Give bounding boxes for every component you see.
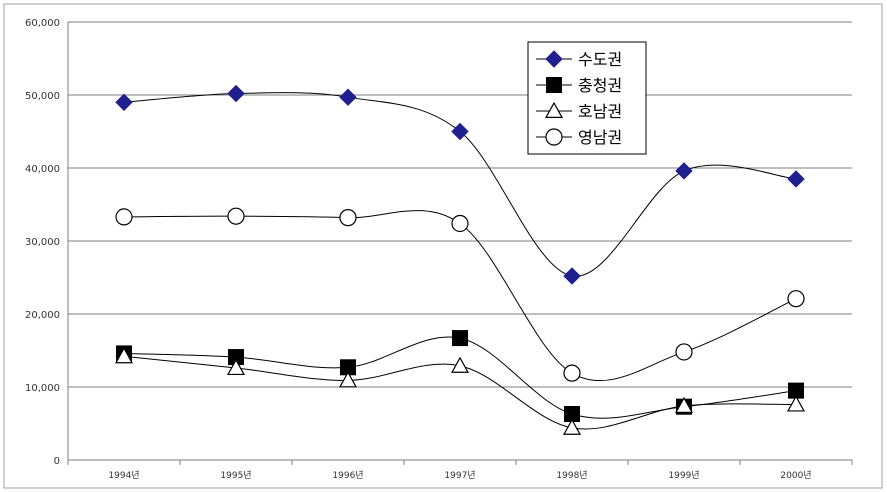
data-point-series-1: [227, 84, 245, 103]
data-point-series-2: [452, 330, 468, 347]
data-point-series-3: [674, 396, 694, 413]
legend-label: 호남권: [578, 102, 622, 121]
data-point-series-4: [227, 207, 245, 225]
data-point-series-1: [115, 93, 133, 112]
data-point-series-4: [563, 364, 581, 382]
legend-marker: [545, 50, 563, 68]
legend-label: 수도권: [578, 50, 622, 69]
legend-label: 영남권: [578, 128, 622, 147]
y-tick-label: 60,000: [25, 18, 60, 29]
chart-frame: [3, 3, 883, 489]
series-layer: [114, 84, 806, 435]
data-point-series-1: [451, 122, 469, 141]
data-point-series-4: [339, 209, 357, 227]
data-point-series-1: [339, 88, 357, 106]
y-tick-label: 10,000: [25, 383, 60, 394]
gridlines: [68, 21, 852, 388]
x-axis: 1994년 1995년 1996년 1997년 1998년 1999년 2000년: [67, 459, 853, 481]
data-point-series-4: [451, 214, 469, 233]
data-point-series-3: [786, 395, 806, 412]
data-point-series-3: [562, 418, 582, 435]
legend-marker: [545, 128, 563, 146]
data-point-series-3: [226, 358, 246, 376]
data-point-series-4: [115, 208, 133, 226]
x-tick-label: 1996년: [332, 470, 363, 481]
data-point-series-3: [114, 347, 134, 364]
data-point-series-1: [675, 162, 693, 180]
x-tick-label: 1998년: [556, 470, 587, 481]
legend-marker: [544, 101, 564, 119]
x-tick-label: 1999년: [668, 470, 699, 481]
data-point-series-3: [338, 371, 358, 388]
data-point-series-3: [450, 356, 470, 373]
y-tick-label: 20,000: [25, 310, 60, 321]
y-tick-label: 40,000: [25, 164, 60, 175]
data-point-series-1: [787, 170, 805, 188]
x-tick-label: 1994년: [108, 470, 139, 481]
data-point-series-4: [787, 290, 805, 308]
y-axis: 0 10,000 20,000 30,000 40,000 50,000 60,000: [25, 18, 69, 467]
x-tick-label: 1997년: [444, 470, 475, 481]
data-point-series-1: [563, 267, 581, 285]
legend-marker: [546, 77, 562, 93]
x-tick-label: 1995년: [220, 470, 251, 481]
y-tick-label: 50,000: [25, 91, 60, 102]
y-tick-label: 0: [54, 456, 60, 467]
legend-label: 충청권: [578, 76, 622, 95]
y-tick-label: 30,000: [25, 237, 60, 248]
data-point-series-4: [675, 343, 693, 361]
x-tick-label: 2000년: [780, 470, 811, 481]
